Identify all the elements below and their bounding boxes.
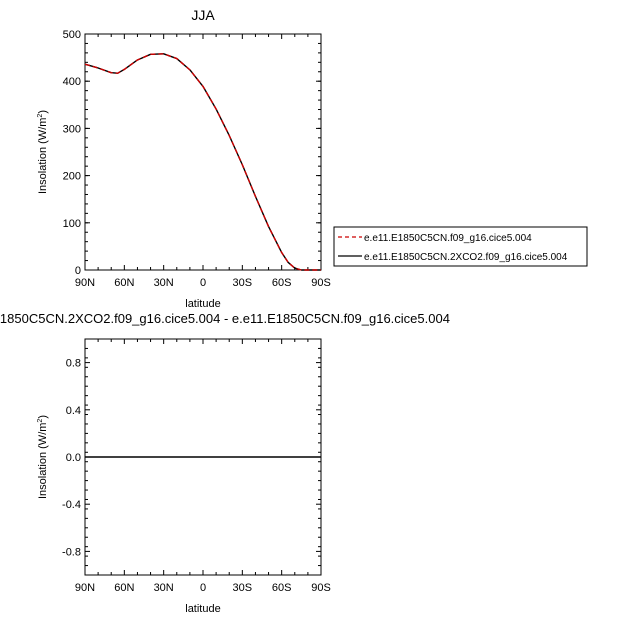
bottom-panel-ytick-label: -0.8 (62, 546, 81, 558)
top-panel-ytick-label: 200 (63, 171, 81, 183)
top-panel-ytick-label: 100 (63, 218, 81, 230)
top-panel-x-axis-label: latitude (185, 298, 220, 310)
bottom-panel-xtick-label: 90N (75, 582, 95, 594)
top-panel-ytick-label: 0 (75, 265, 81, 277)
legend: e.e11.E1850C5CN.f09_g16.cice5.004 e.e11.… (333, 226, 588, 267)
bottom-panel-xtick-label: 60N (114, 582, 134, 594)
bottom-panel-y-axis-label-text: Insolation (W/m (37, 423, 49, 499)
top-panel-xtick-label: 90N (75, 277, 95, 289)
bottom-panel-ytick-label: -0.4 (62, 499, 81, 511)
legend-box (333, 226, 588, 267)
top-panel-ytick-label: 500 (63, 29, 81, 41)
bottom-panel-title: e.e11.E1850C5CN.2XCO2.f09_g16.cice5.004 … (0, 311, 450, 326)
bottom-panel-xtick-label: 30S (233, 582, 253, 594)
bottom-panel-xtick-label: 60S (272, 582, 292, 594)
bottom-panel-y-axis-label-close: ) (37, 415, 49, 419)
top-panel-xtick-label: 30N (154, 277, 174, 289)
bottom-panel-xtick-label: 30N (154, 582, 174, 594)
bottom-panel-ytick-label: 0.4 (66, 405, 81, 417)
top-panel-xtick-label: 0 (200, 277, 206, 289)
top-panel-title: JJA (191, 7, 215, 23)
top-panel-y-axis-label-close: ) (37, 110, 49, 114)
legend-label-series-1: e.e11.E1850C5CN.f09_g16.cice5.004 (364, 233, 532, 244)
top-panel-ticks: 90N 60N 30N 0 30S 60S 90S 0 100 200 300 400 500 (63, 29, 331, 289)
top-panel-xtick-label: 90S (311, 277, 331, 289)
legend-label-series-2: e.e11.E1850C5CN.2XCO2.f09_g16.cice5.004 (364, 252, 568, 263)
bottom-panel-ytick-label: 0.0 (66, 452, 81, 464)
bottom-panel-xtick-label: 90S (311, 582, 331, 594)
top-panel-series (84, 53, 321, 271)
top-panel-xtick-label: 60N (114, 277, 134, 289)
bottom-panel: e.e11.E1850C5CN.2XCO2.f09_g16.cice5.004 … (0, 311, 450, 615)
top-panel-ytick-label: 400 (63, 76, 81, 88)
bottom-panel-x-axis-label: latitude (185, 603, 220, 615)
top-panel-xtick-label: 60S (272, 277, 292, 289)
top-panel-xtick-label: 30S (233, 277, 253, 289)
top-panel-ytick-label: 300 (63, 123, 81, 135)
top-panel-y-axis-label-text: Insolation (W/m (37, 118, 49, 194)
bottom-panel-y-axis-label: Insolation (W/m2) (37, 415, 49, 499)
top-panel-y-axis-label: Insolation (W/m2) (37, 110, 49, 194)
bottom-panel-ytick-label: 0.8 (66, 358, 81, 370)
bottom-panel-xtick-label: 0 (200, 582, 206, 594)
top-panel: JJA 90N 60N 30N 0 30S 60S 90S0100200300400500 … (37, 7, 588, 310)
bottom-panel-y-axis-label-sup: 2 (37, 419, 44, 423)
top-panel-y-axis-label-sup: 2 (37, 114, 44, 118)
top-panel-series-line-1 (84, 53, 321, 271)
bottom-panel-ticks: 90N 60N 30N 0 30S 60S 90S -0.8 -0.4 0.0 0.4 0.8 (62, 338, 331, 594)
top-panel-plot-frame (84, 33, 322, 271)
